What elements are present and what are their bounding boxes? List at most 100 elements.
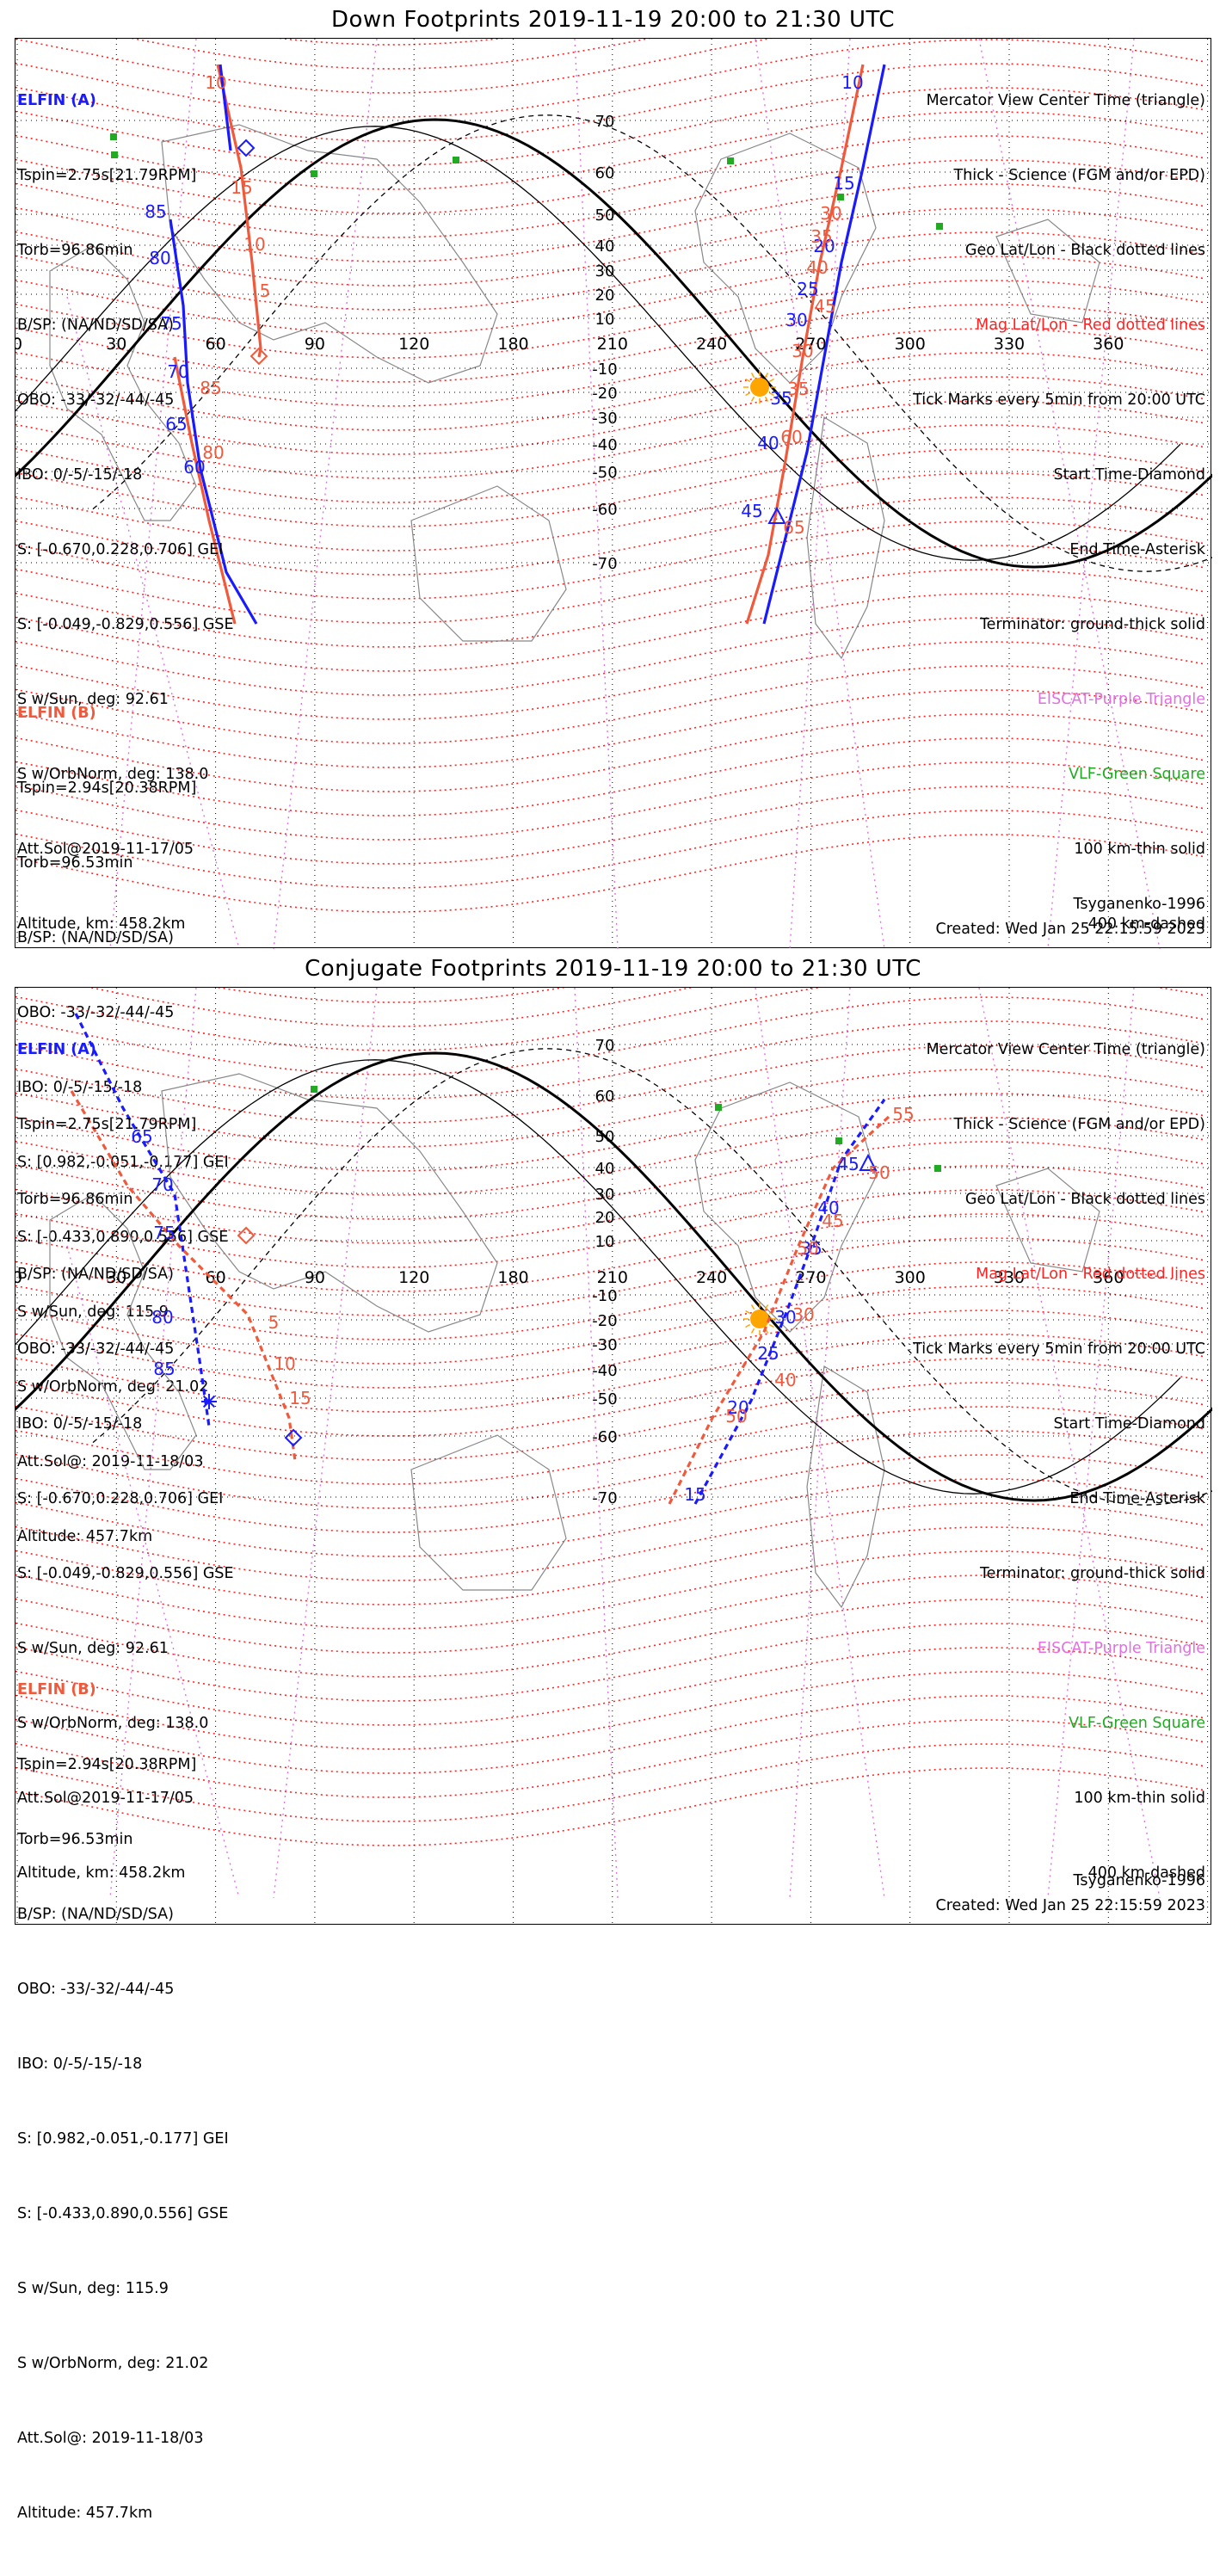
track-tick-label: 25 <box>757 1343 779 1364</box>
sun-ray <box>750 373 755 379</box>
track-tick-label: 75 <box>160 313 182 334</box>
mag-lon-line <box>574 39 619 949</box>
mag-lat-line <box>15 183 1204 262</box>
sc-b-name: ELFIN (B) <box>17 1681 96 1698</box>
coastline <box>49 1193 197 1470</box>
mag-lat-line <box>15 1165 1204 1244</box>
track-tick-label: 50 <box>725 1406 747 1427</box>
sc-a-track <box>74 1013 211 1427</box>
mag-lat-line <box>15 1526 1204 1605</box>
coastline <box>995 219 1100 324</box>
vlf-station-square <box>110 133 117 140</box>
vlf-station-square <box>453 157 459 163</box>
track-tick-label: 85 <box>145 201 166 222</box>
sc-a-line: S: [-0.670,0.228,0.706] GEI <box>17 1490 224 1507</box>
sc-b-track <box>173 356 237 625</box>
sc-a-name: ELFIN (A) <box>17 1041 96 1058</box>
sun-ray <box>745 391 751 397</box>
coastline <box>806 416 885 660</box>
sc-a-info-block: ELFIN (A) Tspin=2.75s[21.79RPM] Torb=96.… <box>17 988 234 1936</box>
mag-lat-line <box>15 328 1204 407</box>
track-tick-label: 10 <box>274 1353 295 1374</box>
lon-tick-label: 360 <box>1093 1268 1124 1287</box>
lon-tick-label: 210 <box>597 1268 628 1287</box>
mag-lat-line <box>15 1310 1204 1389</box>
map-legend: Mercator View Center Time (triangle) Thi… <box>913 39 1205 987</box>
mag-lat-line <box>15 1285 1204 1365</box>
lon-tick-label: 330 <box>994 1268 1025 1287</box>
lat-tick-label: 30 <box>595 1186 615 1204</box>
mag-lat-line <box>15 1382 1204 1461</box>
track-tick-label: 30 <box>792 1304 814 1325</box>
track-tick-label: 30 <box>774 1307 796 1328</box>
mag-lat-line <box>15 424 1204 503</box>
lon-tick-label: 0 <box>15 1268 22 1287</box>
mag-lat-line <box>15 1623 1204 1702</box>
mag-lat-line <box>15 1743 1204 1822</box>
lat-tick-label: 10 <box>595 311 615 329</box>
track-tick-label: 65 <box>131 1126 152 1147</box>
track-tick-label: 80 <box>149 248 170 268</box>
track-tick-label: 30 <box>820 203 841 224</box>
lat-tick-label: 50 <box>595 206 615 225</box>
sc-a-line: IBO: 0/-5/-15/-18 <box>17 466 143 484</box>
mag-lat-line <box>15 231 1204 311</box>
sc-a-track <box>169 219 258 625</box>
lon-tick-label: 120 <box>398 1268 429 1287</box>
mag-lat-line <box>15 1213 1204 1292</box>
mag-lon-line <box>574 988 619 1899</box>
sc-a-track <box>762 64 886 625</box>
mag-lat-line <box>88 988 694 1027</box>
sc-a-line: B/SP: (NA/ND/SD/SA) <box>17 317 174 334</box>
created-timestamp: Created: Wed Jan 25 22:15:59 2023 <box>935 1897 1206 1914</box>
vlf-station-square <box>936 223 943 230</box>
sc-a-line: S: [-0.049,-0.829,0.556] GSE <box>17 616 234 633</box>
legend-item: Tick Marks every 5min from 20:00 UTC <box>913 391 1205 409</box>
lon-tick-label: 210 <box>597 335 628 354</box>
lat-tick-label: -70 <box>592 1489 617 1507</box>
legend-item: VLF-Green Square <box>1069 766 1205 783</box>
mag-lat-line <box>15 1406 1204 1485</box>
track-tick-label: 35 <box>800 1238 822 1259</box>
legend-item: Start Time-Diamond <box>1053 466 1205 484</box>
center-triangle-icon <box>859 1153 878 1171</box>
sc-b-name: ELFIN (B) <box>17 705 96 722</box>
sc-a-line: Tspin=2.75s[21.79RPM] <box>17 167 197 184</box>
lon-tick-label: 240 <box>696 1268 727 1287</box>
sc-a-line: Altitude, km: 458.2km <box>17 915 186 933</box>
mag-lat-line <box>15 63 1204 142</box>
mag-lat-line <box>15 1020 1204 1100</box>
coastline <box>49 244 197 521</box>
track-tick-label: 15 <box>833 173 854 194</box>
track-tick-label: 50 <box>797 1238 818 1259</box>
sc-a-name: ELFIN (A) <box>17 92 96 109</box>
mag-lat-line <box>15 1575 1204 1654</box>
lat-tick-label: -60 <box>592 1428 617 1446</box>
vlf-station-square <box>934 1165 941 1172</box>
sc-a-track <box>693 1099 886 1505</box>
sun-ray <box>750 396 755 402</box>
legend-item: Terminator: ground-thick solid <box>979 1565 1205 1582</box>
sc-b-line: IBO: 0/-5/-15/-18 <box>17 2055 143 2073</box>
lat-tick-label: 30 <box>595 262 615 280</box>
legend-item: EISCAT-Purple Triangle <box>1037 1640 1205 1657</box>
mag-lat-line <box>15 135 1204 214</box>
sc-a-line: Tspin=2.75s[21.79RPM] <box>17 1116 197 1133</box>
track-tick-label: 45 <box>822 1211 843 1231</box>
terminator-400km <box>92 1048 1212 1506</box>
sc-b-line: Torb=96.53min <box>17 854 133 872</box>
mag-lat-line <box>131 39 651 70</box>
vlf-station-square <box>837 194 844 200</box>
track-tick-label: 60 <box>183 457 205 478</box>
sc-a-line: S: [-0.049,-0.829,0.556] GSE <box>17 1565 234 1582</box>
lat-tick-label: -50 <box>592 1390 617 1408</box>
mag-lat-line <box>15 1358 1204 1437</box>
mag-lat-line <box>15 1719 1204 1798</box>
model-label: Tsyganenko-1996 <box>1073 1872 1205 1889</box>
mag-lat-line <box>15 1430 1204 1509</box>
mag-lat-line <box>15 689 1204 768</box>
legend-item: 100 km-thin solid <box>1074 841 1205 858</box>
track-tick-label: 80 <box>202 442 224 463</box>
mag-lat-line <box>15 87 1204 166</box>
mag-lat-line <box>15 1117 1204 1196</box>
